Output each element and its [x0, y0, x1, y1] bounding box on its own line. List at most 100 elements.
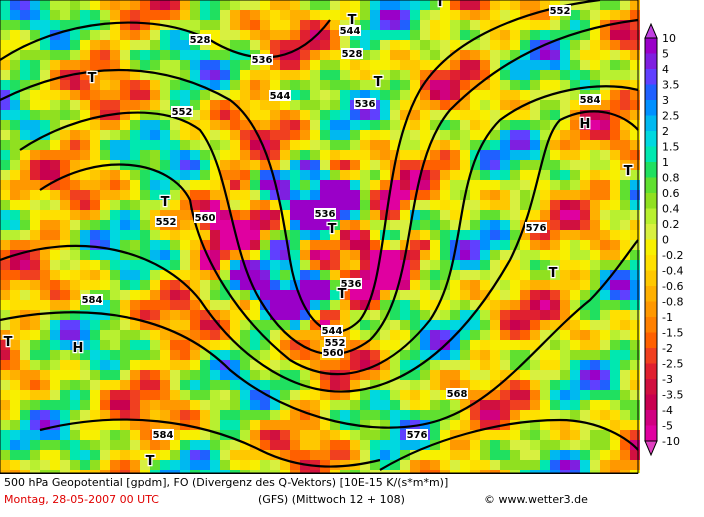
field-cell	[120, 320, 130, 330]
contour-label-bg	[549, 5, 571, 16]
field-cell	[110, 270, 120, 280]
field-cell	[570, 450, 580, 460]
contour-label: 560	[195, 213, 216, 224]
field-cell	[510, 20, 520, 30]
field-cell	[370, 180, 380, 190]
field-cell	[310, 120, 320, 130]
field-cell	[50, 390, 60, 400]
field-cell	[350, 250, 360, 260]
field-cell	[90, 460, 100, 470]
field-cell	[200, 160, 210, 170]
field-cell	[230, 380, 240, 390]
pressure-marker: T	[624, 164, 633, 179]
field-cell	[440, 10, 450, 20]
field-cell	[30, 60, 40, 70]
field-cell	[610, 10, 620, 20]
field-cell	[280, 280, 290, 290]
field-cell	[10, 190, 20, 200]
field-cell	[50, 440, 60, 450]
field-cell	[180, 140, 190, 150]
field-cell	[0, 110, 10, 120]
field-cell	[40, 170, 50, 180]
field-cell	[350, 10, 360, 20]
field-cell	[630, 200, 640, 210]
field-cell	[510, 470, 520, 473]
field-cell	[70, 460, 80, 470]
field-cell	[490, 230, 500, 240]
field-cell	[280, 10, 290, 20]
field-cell	[600, 430, 610, 440]
field-cell	[190, 90, 200, 100]
field-cell	[210, 260, 220, 270]
field-cell	[150, 300, 160, 310]
field-cell	[220, 220, 230, 230]
field-cell	[170, 410, 180, 420]
field-cell	[560, 200, 570, 210]
field-cell	[260, 210, 270, 220]
field-cell	[570, 30, 580, 40]
field-cell	[90, 390, 100, 400]
field-cell	[280, 370, 290, 380]
field-cell	[300, 400, 310, 410]
field-cell	[60, 20, 70, 30]
field-cell	[620, 20, 630, 30]
field-cell	[220, 390, 230, 400]
field-cell	[620, 470, 630, 473]
field-cell	[220, 180, 230, 190]
field-cell	[300, 210, 310, 220]
field-cell	[540, 370, 550, 380]
field-cell	[470, 450, 480, 460]
field-cell	[420, 360, 430, 370]
field-cell	[390, 90, 400, 100]
field-cell	[520, 0, 530, 10]
field-cell	[150, 460, 160, 470]
field-cell	[330, 420, 340, 430]
field-cell	[390, 50, 400, 60]
field-cell	[80, 130, 90, 140]
field-cell	[630, 340, 640, 350]
field-cell	[290, 260, 300, 270]
field-cell	[460, 0, 470, 10]
field-cell	[150, 470, 160, 473]
field-cell	[10, 330, 20, 340]
field-cell	[420, 170, 430, 180]
field-cell	[630, 440, 640, 450]
field-cell	[480, 450, 490, 460]
field-cell	[300, 180, 310, 190]
field-cell	[240, 220, 250, 230]
field-cell	[210, 50, 220, 60]
field-cell	[200, 440, 210, 450]
field-cell	[500, 150, 510, 160]
field-cell	[30, 410, 40, 420]
field-cell	[20, 60, 30, 70]
field-cell	[120, 170, 130, 180]
field-cell	[380, 230, 390, 240]
field-cell	[150, 380, 160, 390]
field-cell	[300, 340, 310, 350]
field-cell	[330, 110, 340, 120]
field-cell	[560, 300, 570, 310]
field-cell	[330, 10, 340, 20]
field-cell	[530, 310, 540, 320]
field-cell	[230, 30, 240, 40]
field-cell	[190, 150, 200, 160]
field-cell	[270, 260, 280, 270]
field-cell	[400, 150, 410, 160]
field-cell	[150, 60, 160, 70]
field-cell	[80, 450, 90, 460]
field-cell	[130, 40, 140, 50]
field-cell	[540, 340, 550, 350]
field-cell	[180, 270, 190, 280]
field-cell	[260, 360, 270, 370]
field-cell	[240, 430, 250, 440]
field-cell	[530, 380, 540, 390]
field-cell	[70, 210, 80, 220]
field-cell	[80, 100, 90, 110]
field-cell	[280, 450, 290, 460]
field-cell	[370, 60, 380, 70]
field-cell	[570, 190, 580, 200]
field-cell	[370, 290, 380, 300]
field-cell	[160, 150, 170, 160]
field-cell	[620, 190, 630, 200]
field-cell	[480, 350, 490, 360]
